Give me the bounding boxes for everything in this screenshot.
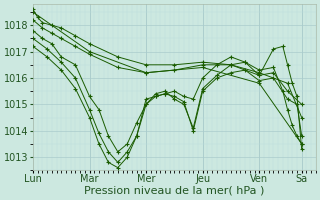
X-axis label: Pression niveau de la mer( hPa ): Pression niveau de la mer( hPa ) [84,186,265,196]
